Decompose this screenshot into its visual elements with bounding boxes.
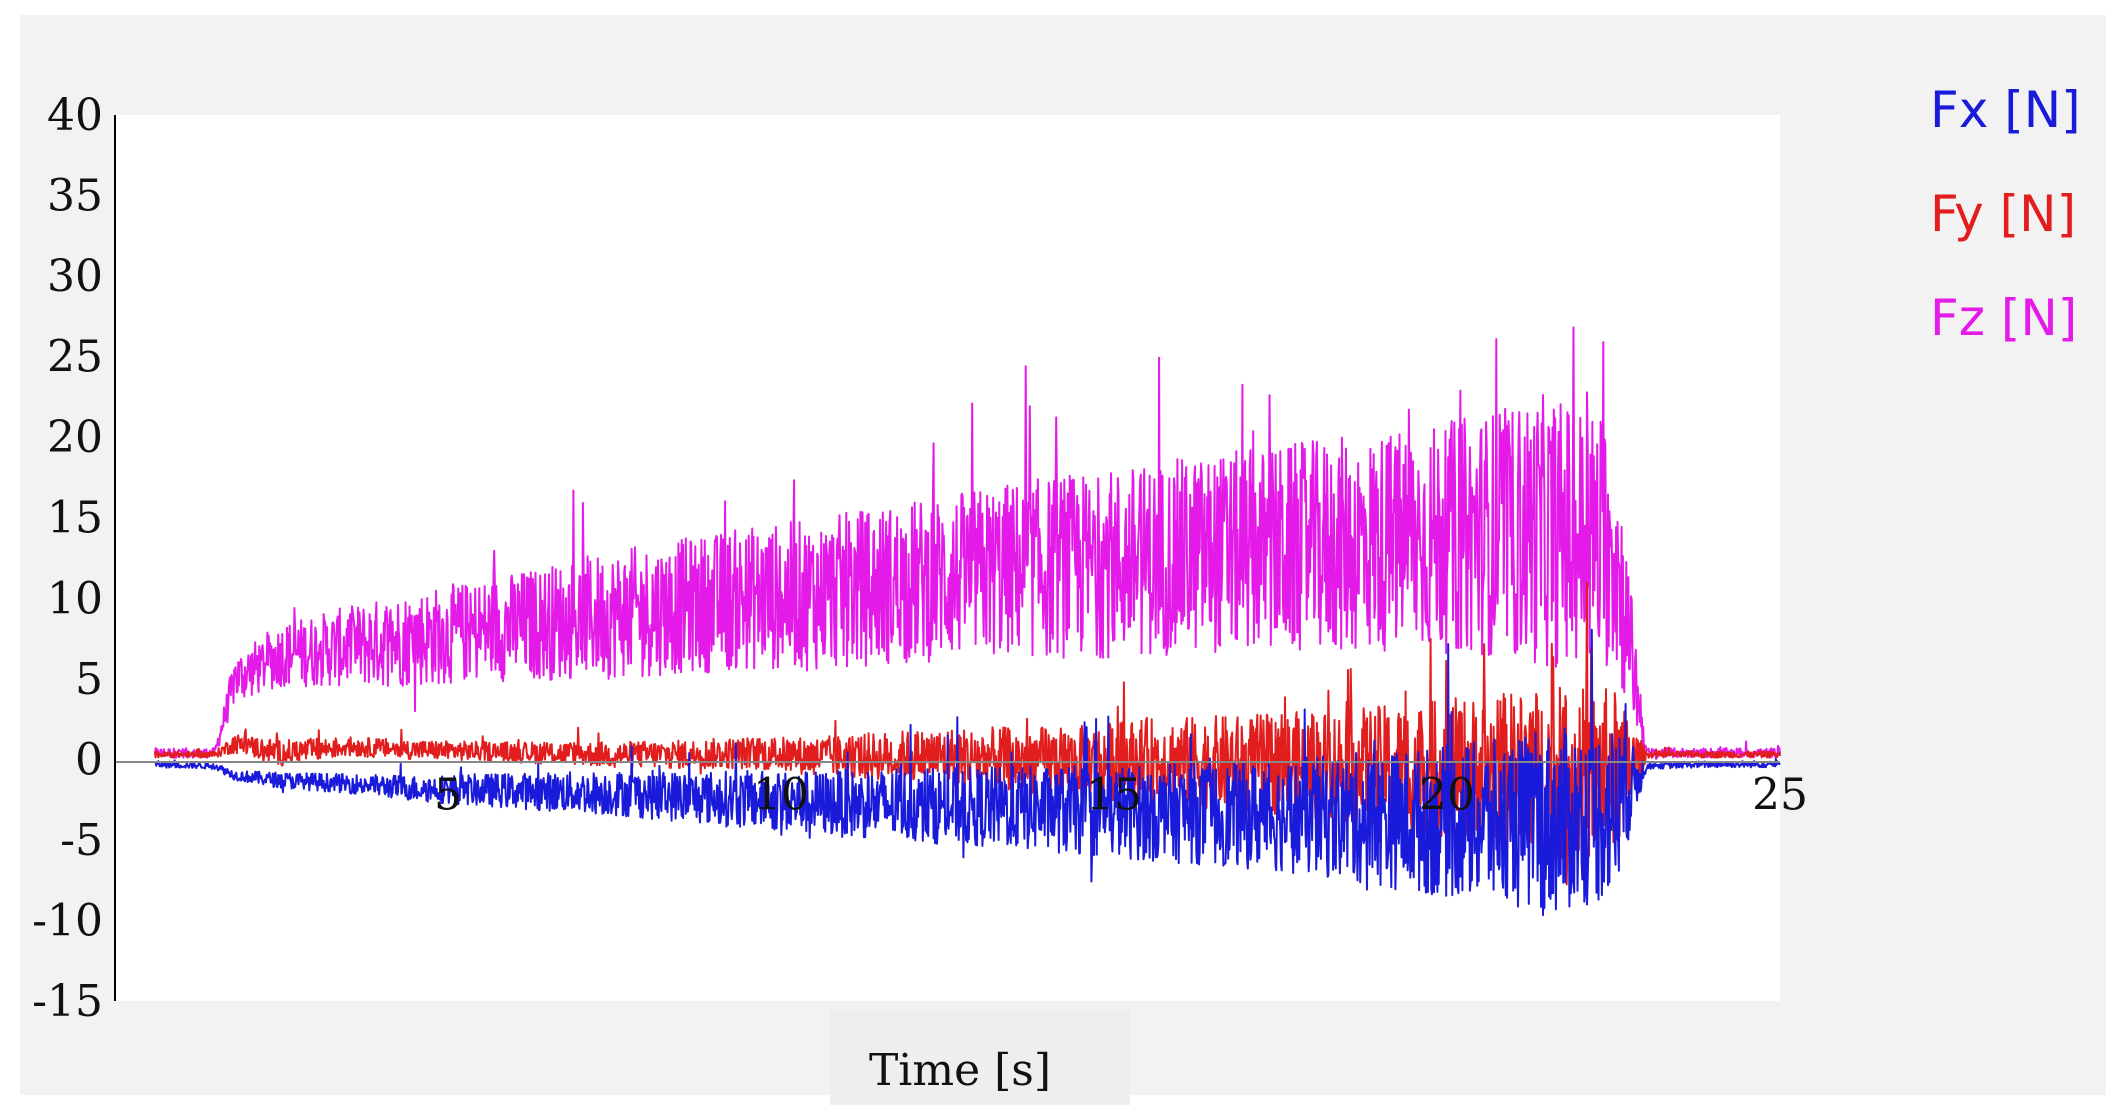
y-tick-label: 30 — [47, 251, 103, 302]
y-tick-label: 35 — [47, 171, 103, 222]
y-tick-label: 10 — [47, 573, 103, 624]
series-layer — [154, 326, 1781, 917]
series-line-fz-n — [154, 326, 1781, 760]
x-axis-title-box — [830, 1010, 1130, 1105]
y-tick-label: 20 — [47, 412, 103, 463]
legend: Fx [N] Fy [N] Fz [N] — [1930, 58, 2081, 370]
y-tick-label: 40 — [47, 90, 103, 141]
x-tick-label: 5 — [434, 769, 462, 820]
x-tick-label: 20 — [1419, 769, 1475, 820]
y-tick-label: 5 — [75, 654, 103, 705]
y-tick-label: -10 — [32, 895, 103, 946]
x-axis-title: Time [s] — [869, 1045, 1051, 1096]
y-tick-label: 15 — [47, 493, 103, 544]
y-tick-label: -5 — [60, 815, 103, 866]
x-tick-layer: 5 10 15 20 25 — [434, 769, 1808, 820]
x-tick-label: 15 — [1086, 769, 1142, 820]
y-tick-label: 25 — [47, 332, 103, 383]
x-tick-label: 25 — [1752, 769, 1808, 820]
y-tick-label: 0 — [75, 734, 103, 785]
y-tick-label: -15 — [32, 976, 103, 1027]
legend-item-fz: Fz [N] — [1930, 289, 2078, 347]
series-line-fx-n — [154, 628, 1781, 917]
y-tick-layer: 40 35 30 25 20 15 10 5 0 -5 -10 -15 — [32, 90, 103, 1027]
legend-item-fx: Fx [N] — [1930, 81, 2081, 139]
x-tick-label: 10 — [753, 769, 809, 820]
series-line-fy-n — [154, 581, 1781, 886]
legend-item-fy: Fy [N] — [1930, 185, 2077, 243]
